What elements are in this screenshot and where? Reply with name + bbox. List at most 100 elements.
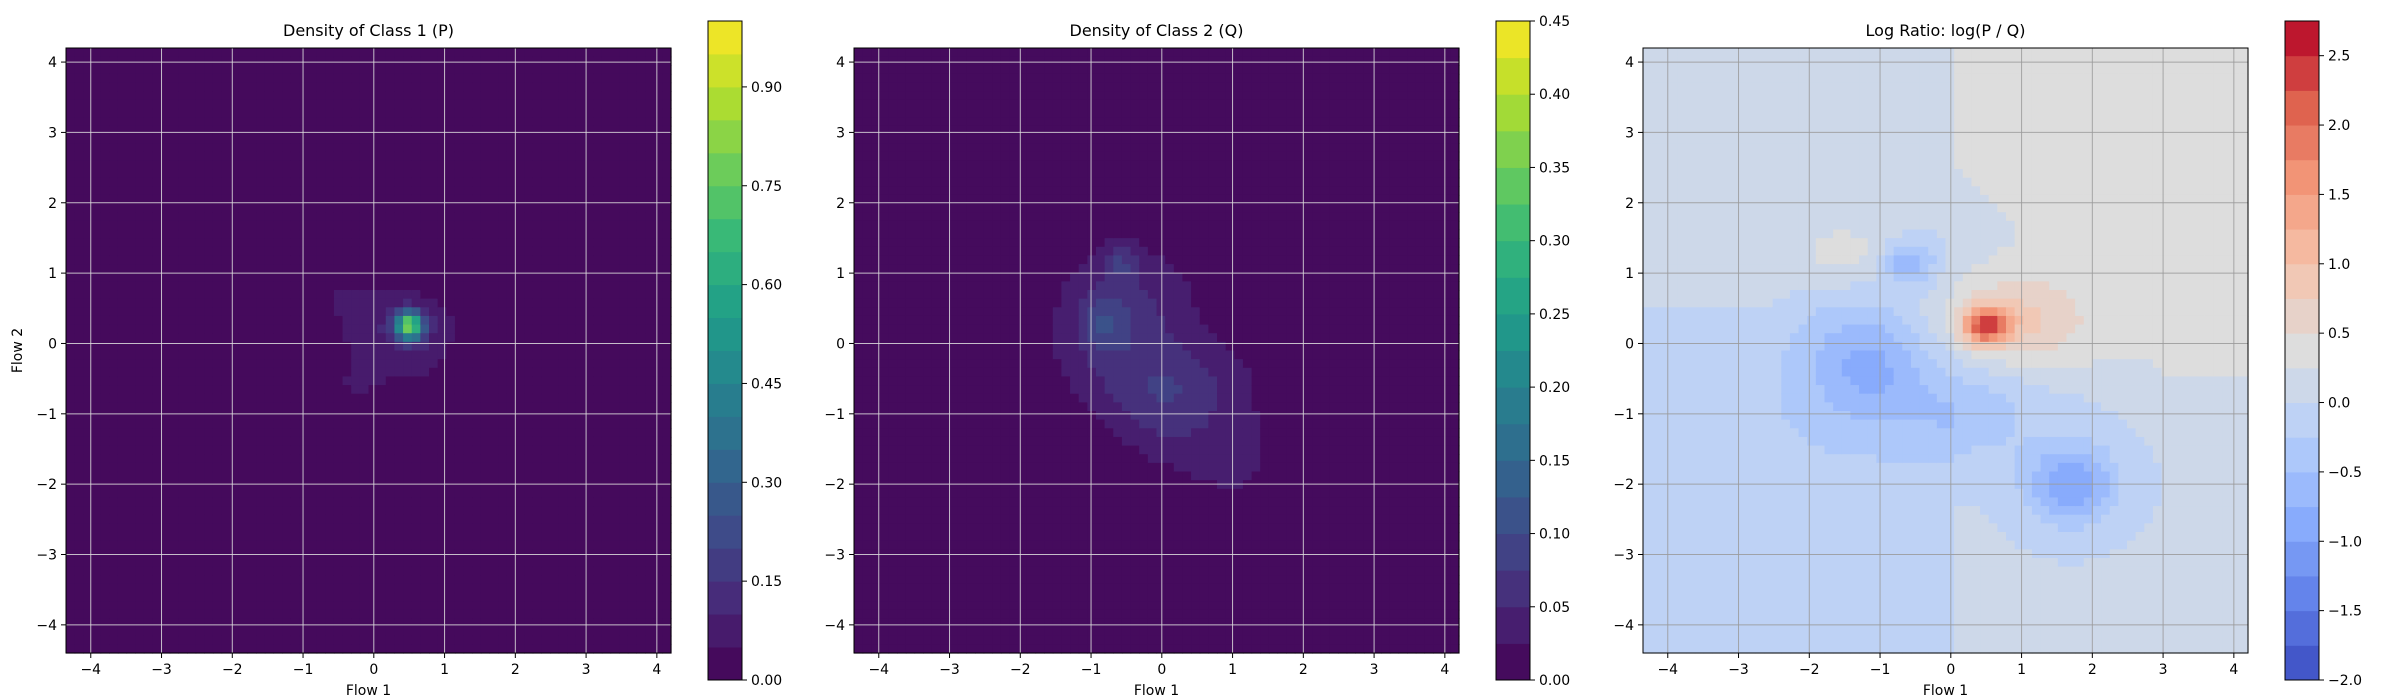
- heatmap-cell: [575, 566, 586, 576]
- heatmap-cell: [74, 445, 84, 455]
- heatmap-cell: [601, 601, 612, 611]
- heatmap-cell: [377, 367, 387, 378]
- heatmap-cell: [498, 385, 508, 395]
- heatmap-cell: [247, 238, 257, 248]
- heatmap-cell: [195, 108, 205, 118]
- heatmap-cell: [117, 194, 128, 205]
- heatmap-cell: [480, 393, 491, 403]
- heatmap-cell: [83, 91, 93, 101]
- heatmap-cell: [472, 220, 482, 231]
- heatmap-cell: [282, 523, 292, 533]
- heatmap-cell: [377, 333, 387, 343]
- heatmap-cell: [662, 315, 672, 326]
- heatmap-cell: [221, 436, 231, 447]
- heatmap-cell: [558, 73, 568, 84]
- heatmap-cell: [627, 220, 638, 231]
- heatmap-cell: [178, 601, 188, 611]
- heatmap-cell: [74, 635, 84, 645]
- heatmap-cell: [446, 385, 456, 395]
- heatmap-cell: [342, 91, 352, 101]
- heatmap-cell: [575, 65, 586, 75]
- heatmap-cell: [446, 333, 456, 343]
- heatmap-cell: [403, 601, 413, 611]
- heatmap-cell: [212, 627, 223, 637]
- heatmap-cell: [446, 532, 456, 542]
- heatmap-cell: [385, 376, 396, 386]
- heatmap-cell: [567, 186, 577, 196]
- heatmap-cell: [593, 627, 603, 637]
- heatmap-cell: [403, 125, 413, 136]
- heatmap-cell: [385, 212, 396, 222]
- heatmap-cell: [333, 376, 344, 386]
- heatmap-cell: [333, 290, 344, 300]
- heatmap-cell: [100, 177, 110, 187]
- heatmap-cell: [143, 566, 154, 576]
- heatmap-cell: [653, 428, 663, 438]
- heatmap-cell: [385, 350, 396, 360]
- heatmap-cell: [325, 393, 335, 403]
- heatmap-cell: [221, 48, 231, 58]
- heatmap-cell: [169, 341, 179, 352]
- heatmap-cell: [212, 99, 223, 110]
- heatmap-cell: [472, 160, 482, 170]
- heatmap-cell: [91, 480, 102, 490]
- heatmap-cell: [212, 264, 223, 274]
- heatmap-cell: [135, 212, 145, 222]
- heatmap-cell: [152, 194, 162, 205]
- heatmap-cell: [498, 532, 508, 542]
- heatmap-cell: [601, 506, 612, 516]
- heatmap-cell: [411, 566, 421, 576]
- heatmap-cell: [662, 203, 672, 213]
- heatmap-cell: [584, 255, 594, 265]
- heatmap-cell: [558, 592, 568, 602]
- heatmap-cell: [264, 160, 275, 170]
- heatmap-cell: [550, 160, 560, 170]
- heatmap-cell: [325, 220, 335, 231]
- heatmap-cell: [342, 255, 352, 265]
- heatmap-cell: [126, 315, 136, 326]
- heatmap-cell: [238, 238, 249, 248]
- heatmap-cell: [627, 117, 638, 127]
- heatmap-cell: [143, 91, 154, 101]
- heatmap-cell: [472, 488, 482, 499]
- heatmap-cell: [316, 471, 326, 481]
- heatmap-cell: [645, 436, 655, 447]
- colorbar-band: [708, 251, 742, 286]
- heatmap-cell: [351, 151, 361, 161]
- heatmap-cell: [308, 324, 318, 334]
- heatmap-cell: [91, 220, 102, 231]
- heatmap-cell: [316, 324, 326, 334]
- heatmap-cell: [610, 367, 620, 378]
- heatmap-cell: [83, 411, 93, 421]
- heatmap-cell: [610, 151, 620, 161]
- heatmap-cell: [117, 514, 128, 524]
- heatmap-cell: [645, 488, 655, 499]
- heatmap-cell: [126, 445, 136, 455]
- heatmap-cell: [359, 65, 370, 75]
- heatmap-cell: [290, 445, 300, 455]
- heatmap-cell: [610, 359, 620, 369]
- heatmap-cell: [403, 186, 413, 196]
- heatmap-cell: [187, 627, 197, 637]
- heatmap-cell: [342, 341, 352, 352]
- heatmap-cell: [117, 627, 128, 637]
- heatmap-cell: [91, 644, 102, 654]
- heatmap-cell: [480, 609, 491, 620]
- heatmap-cell: [109, 134, 119, 144]
- heatmap-cell: [221, 635, 231, 645]
- heatmap-cell: [256, 566, 266, 576]
- heatmap-cell: [117, 575, 128, 585]
- heatmap-cell: [333, 488, 344, 499]
- heatmap-cell: [489, 601, 499, 611]
- heatmap-cell: [195, 73, 205, 84]
- heatmap-cell: [109, 290, 119, 300]
- heatmap-cell: [135, 549, 145, 559]
- heatmap-cell: [247, 627, 257, 637]
- heatmap-cell: [627, 514, 638, 524]
- heatmap-cell: [524, 532, 534, 542]
- heatmap-cell: [429, 557, 439, 568]
- heatmap-cell: [230, 402, 240, 412]
- heatmap-cell: [627, 376, 638, 386]
- heatmap-cell: [135, 143, 145, 153]
- heatmap-cell: [558, 601, 568, 611]
